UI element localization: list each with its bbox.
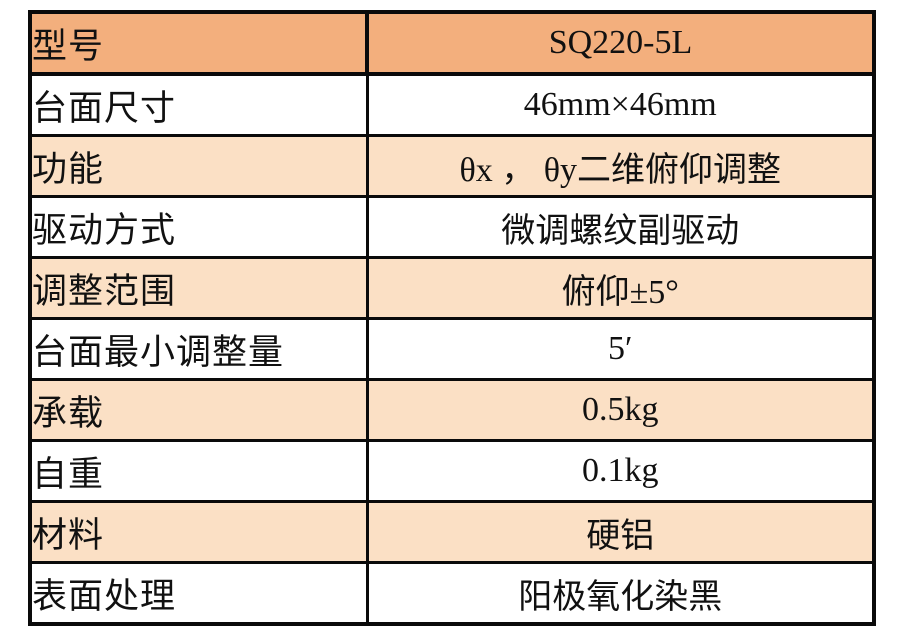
table-row: 型号 SQ220-5L: [28, 10, 876, 76]
spec-label: 驱动方式: [28, 195, 369, 259]
spec-value: 俯仰±5°: [365, 256, 876, 320]
spec-label: 材料: [28, 500, 369, 564]
table-row: 表面处理 阳极氧化染黑: [28, 561, 876, 626]
spec-label: 台面最小调整量: [28, 317, 369, 381]
spec-label: 功能: [28, 134, 369, 198]
spec-value: 硬铝: [365, 500, 876, 564]
spec-value: θx ， θy二维俯仰调整: [365, 134, 876, 198]
table-row: 功能 θx ， θy二维俯仰调整: [28, 134, 876, 198]
spec-value: 0.1kg: [365, 439, 876, 503]
spec-value: 0.5kg: [365, 378, 876, 442]
table-row: 驱动方式 微调螺纹副驱动: [28, 195, 876, 259]
spec-label: 承载: [28, 378, 369, 442]
spec-label: 表面处理: [28, 561, 369, 626]
spec-label: 调整范围: [28, 256, 369, 320]
table-row: 自重 0.1kg: [28, 439, 876, 503]
spec-value: 阳极氧化染黑: [365, 561, 876, 626]
spec-value: 46mm×46mm: [365, 72, 876, 137]
spec-table-container: 型号 SQ220-5L 台面尺寸 46mm×46mm 功能 θx ， θy二维俯仰调整 驱动…: [28, 10, 876, 626]
spec-table-body: 型号 SQ220-5L 台面尺寸 46mm×46mm 功能 θx ， θy二维俯仰调整 驱动…: [28, 10, 876, 626]
table-row: 承载 0.5kg: [28, 378, 876, 442]
spec-label: 台面尺寸: [28, 72, 369, 137]
table-row: 调整范围 俯仰±5°: [28, 256, 876, 320]
spec-label: 自重: [28, 439, 369, 503]
product-spec-table: 型号 SQ220-5L 台面尺寸 46mm×46mm 功能 θx ， θy二维俯仰调整 驱动…: [28, 10, 876, 626]
table-row: 台面尺寸 46mm×46mm: [28, 72, 876, 137]
spec-value: 5′: [365, 317, 876, 381]
spec-value: 微调螺纹副驱动: [365, 195, 876, 259]
table-row: 台面最小调整量 5′: [28, 317, 876, 381]
spec-value: SQ220-5L: [365, 10, 876, 76]
table-row: 材料 硬铝: [28, 500, 876, 564]
spec-label: 型号: [28, 10, 369, 76]
